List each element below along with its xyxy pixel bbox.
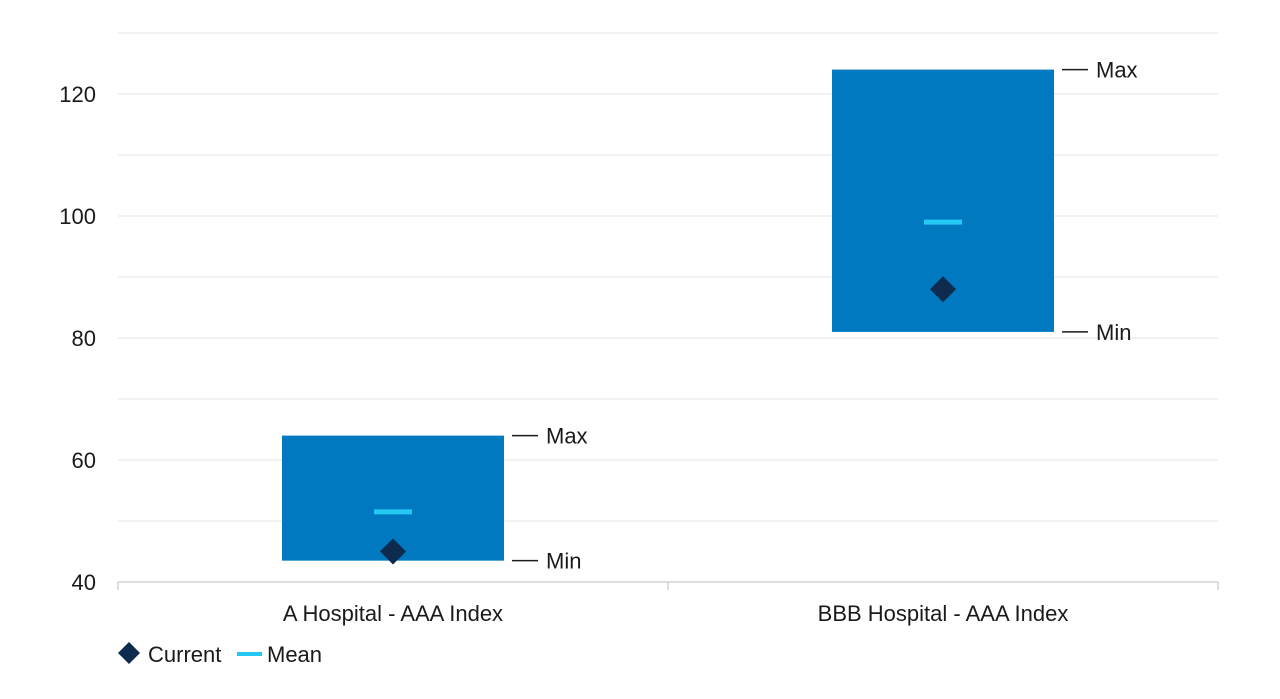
markers <box>374 219 962 565</box>
min-annotation-label: Min <box>546 549 581 574</box>
x-category-label: A Hospital - AAA Index <box>283 601 503 626</box>
range-bars <box>282 69 1054 561</box>
range-annotations: Max Min Max Min <box>512 58 1138 574</box>
legend-mean-label: Mean <box>267 642 322 667</box>
y-tick-label: 60 <box>72 448 96 473</box>
y-tick-label: 100 <box>59 204 96 229</box>
mean-marker <box>374 509 412 515</box>
legend-current-diamond-icon <box>118 642 140 664</box>
x-category-label: BBB Hospital - AAA Index <box>818 601 1069 626</box>
min-annotation-label: Min <box>1096 320 1131 345</box>
legend-mean-dash-icon <box>237 652 262 656</box>
y-tick-label: 120 <box>59 82 96 107</box>
axes: 40 60 80 100 120 A Hospital - AAA Index BBB Ho… <box>59 82 1219 626</box>
mean-marker <box>924 219 962 225</box>
max-annotation-label: Max <box>1096 58 1138 83</box>
legend: Current Mean <box>118 642 322 667</box>
max-annotation-label: Max <box>546 424 588 449</box>
legend-current-label: Current <box>148 642 221 667</box>
current-marker <box>930 276 956 303</box>
y-tick-label: 80 <box>72 326 96 351</box>
current-marker <box>380 538 406 565</box>
y-tick-label: 40 <box>72 570 96 595</box>
